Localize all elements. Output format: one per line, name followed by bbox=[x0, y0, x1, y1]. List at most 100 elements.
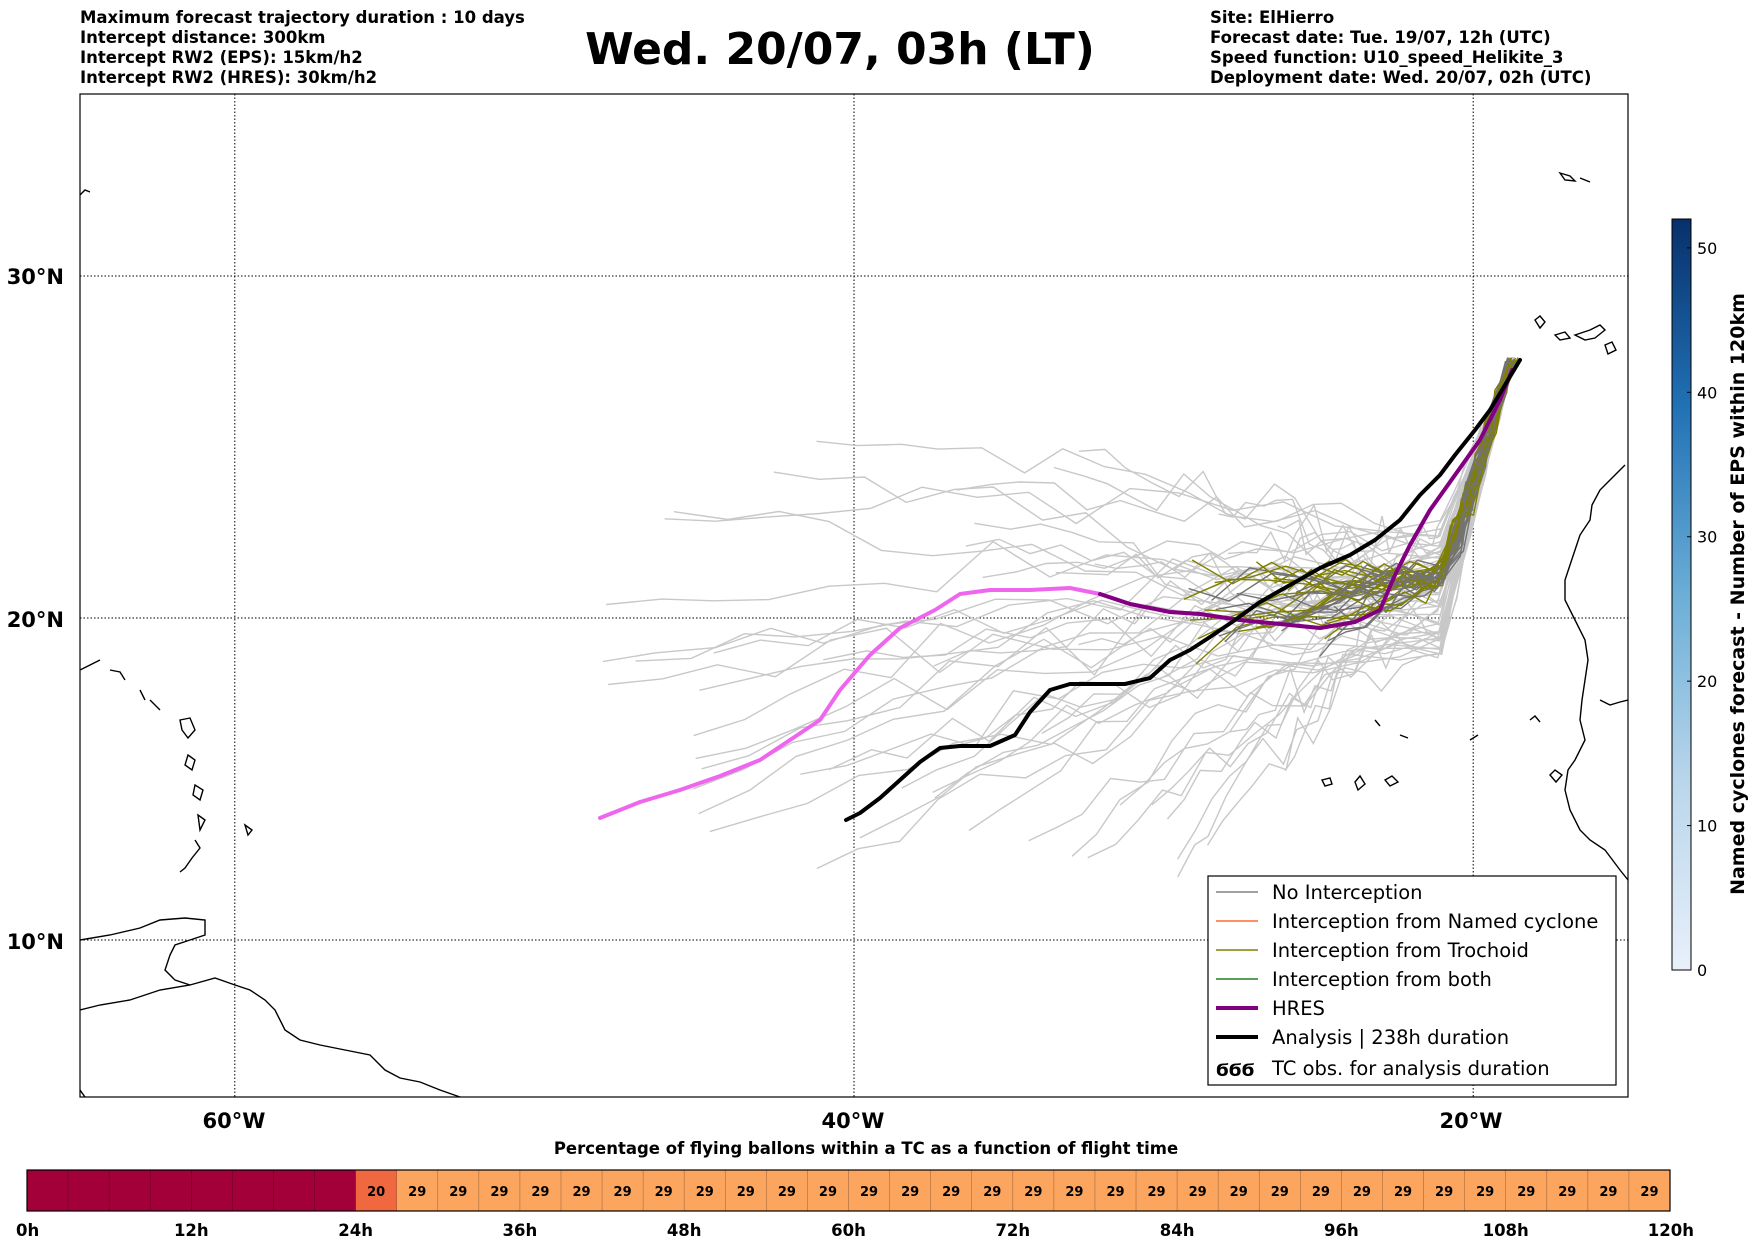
coastline-segment bbox=[1599, 699, 1628, 706]
timebar-cell bbox=[725, 1170, 767, 1211]
timebar-cell-value: 29 bbox=[1353, 1185, 1371, 1200]
coastline-segment bbox=[197, 813, 206, 833]
coastline-segment bbox=[80, 917, 206, 986]
timebar-cell bbox=[27, 1170, 69, 1211]
timebar-cell bbox=[1341, 1170, 1383, 1211]
timebar-cell bbox=[766, 1170, 808, 1211]
coastline-segment bbox=[1534, 315, 1546, 330]
timebar-cell bbox=[889, 1170, 932, 1211]
lon-label-20w: 20°W bbox=[1440, 1109, 1503, 1133]
timebar-cell bbox=[68, 1170, 110, 1211]
timebar-cell bbox=[109, 1170, 151, 1211]
timebar-cell-value: 29 bbox=[531, 1185, 549, 1200]
timebar-cell bbox=[314, 1170, 357, 1211]
timebar-cell-value: 20 bbox=[367, 1185, 385, 1200]
coastline-segment bbox=[192, 783, 204, 802]
timebar-cell-value: 29 bbox=[1271, 1185, 1289, 1200]
timebar-cell bbox=[1587, 1170, 1630, 1211]
timebar-cell-value: 29 bbox=[1065, 1185, 1083, 1200]
eps-track-light bbox=[1078, 359, 1515, 656]
coastlines bbox=[80, 171, 1628, 1097]
timebar-label: 108h bbox=[1483, 1221, 1529, 1240]
timebar-cell-value: 29 bbox=[408, 1185, 426, 1200]
coastline-segment bbox=[80, 189, 91, 196]
coastline-segment bbox=[179, 839, 201, 873]
legend-label-named-cyclone: Interception from Named cyclone bbox=[1272, 910, 1598, 933]
timebar-cell bbox=[1382, 1170, 1425, 1211]
colorbar-label: Named cyclones forecast - Number of EPS … bbox=[1727, 293, 1749, 895]
map-legend: No Interception Interception from Named … bbox=[1207, 875, 1617, 1086]
timebar-cell bbox=[1300, 1170, 1342, 1211]
timebar-cell bbox=[1218, 1170, 1260, 1211]
coastline-segment bbox=[1354, 774, 1366, 792]
legend-label-both: Interception from both bbox=[1272, 968, 1492, 991]
forecast-info-left: Maximum forecast trajectory duration : 1… bbox=[80, 8, 525, 88]
timebar-cell-value: 29 bbox=[1230, 1185, 1248, 1200]
eps-track-light bbox=[608, 359, 1515, 686]
timebar-cell-value: 29 bbox=[819, 1185, 837, 1200]
timebar-cell-value: 29 bbox=[942, 1185, 960, 1200]
coastline-segment bbox=[179, 717, 196, 740]
colorbar-tick-label: 50 bbox=[1697, 239, 1717, 258]
timebar-title: Percentage of flying ballons within a TC… bbox=[554, 1139, 1178, 1158]
timebar-cell bbox=[355, 1170, 398, 1211]
colorbar-tick-label: 20 bbox=[1697, 672, 1717, 691]
eps-track-light bbox=[934, 362, 1511, 799]
timebar-cell-value: 29 bbox=[1558, 1185, 1576, 1200]
timebar-label: 12h bbox=[174, 1221, 209, 1240]
forecast-info-right: Site: ElHierro Forecast date: Tue. 19/07… bbox=[1210, 8, 1591, 88]
colorbar: 0 10 20 30 40 50 Named cyclones forecast - Nu… bbox=[1671, 218, 1749, 980]
map-frame bbox=[79, 93, 1629, 1098]
coastline-segment bbox=[1374, 719, 1409, 739]
timebar-cell-value: 29 bbox=[449, 1185, 467, 1200]
eps-track-light bbox=[635, 359, 1513, 662]
coastline-segment bbox=[1558, 171, 1591, 183]
timebar-cell bbox=[930, 1170, 973, 1211]
eps-track-light bbox=[800, 356, 1514, 775]
timebar-cell-value: 29 bbox=[1148, 1185, 1166, 1200]
coastline-segment bbox=[1383, 775, 1400, 787]
timebar-label: 84h bbox=[1160, 1221, 1195, 1240]
legend-label-no-interception: No Interception bbox=[1272, 881, 1423, 904]
time-bar: Percentage of flying ballons within a TC… bbox=[16, 1139, 1694, 1240]
timebar-cell bbox=[1628, 1170, 1671, 1211]
timebar-label: 72h bbox=[995, 1221, 1030, 1240]
timebar-cell-value: 29 bbox=[901, 1185, 919, 1200]
timebar-cell bbox=[1546, 1170, 1589, 1211]
timebar-cell-value: 29 bbox=[1476, 1185, 1494, 1200]
timebar-cell-value: 29 bbox=[1599, 1185, 1617, 1200]
analysis-trajectory bbox=[844, 358, 1522, 822]
timebar-cell-value: 29 bbox=[778, 1185, 796, 1200]
timebar-cell bbox=[971, 1170, 1014, 1211]
cyclone-symbol-icon: ϬϬϬ bbox=[1216, 1061, 1255, 1081]
eps-trajectories bbox=[602, 356, 1519, 878]
legend-label-tc-obs: TC obs. for analysis duration bbox=[1271, 1057, 1550, 1080]
lat-label-20n: 20°N bbox=[7, 608, 64, 632]
timebar-cell-value: 29 bbox=[655, 1185, 673, 1200]
timebar-cell bbox=[848, 1170, 891, 1211]
lat-label-30n: 30°N bbox=[7, 265, 64, 289]
coastline-segment bbox=[1553, 331, 1572, 341]
coastline-segment bbox=[243, 823, 254, 837]
timebar-cell bbox=[1423, 1170, 1466, 1211]
eps-track-no-interception bbox=[1283, 359, 1514, 620]
colorbar-tick-label: 10 bbox=[1697, 817, 1717, 836]
timebar-cell bbox=[1464, 1170, 1507, 1211]
timebar-cell bbox=[232, 1170, 274, 1211]
info-forecast-date: Forecast date: Tue. 19/07, 12h (UTC) bbox=[1210, 28, 1551, 47]
timebar-cell-value: 29 bbox=[696, 1185, 714, 1200]
eps-track-light bbox=[1227, 357, 1513, 562]
lon-label-40w: 40°W bbox=[822, 1109, 885, 1133]
coastline-segment bbox=[80, 659, 161, 711]
info-deployment-date: Deployment date: Wed. 20/07, 02h (UTC) bbox=[1210, 68, 1592, 87]
timebar-cell-value: 29 bbox=[983, 1185, 1001, 1200]
timebar-cell-value: 29 bbox=[490, 1185, 508, 1200]
timebar-label: 24h bbox=[338, 1221, 373, 1240]
info-intercept-distance: Intercept distance: 300km bbox=[80, 28, 326, 47]
timebar-cell bbox=[1505, 1170, 1548, 1211]
timebar-cell bbox=[643, 1170, 685, 1211]
timebar-cell bbox=[807, 1170, 849, 1211]
coastline-segment bbox=[80, 977, 461, 1097]
page-title: Wed. 20/07, 03h (LT) bbox=[585, 24, 1095, 75]
info-site: Site: ElHierro bbox=[1210, 8, 1335, 27]
